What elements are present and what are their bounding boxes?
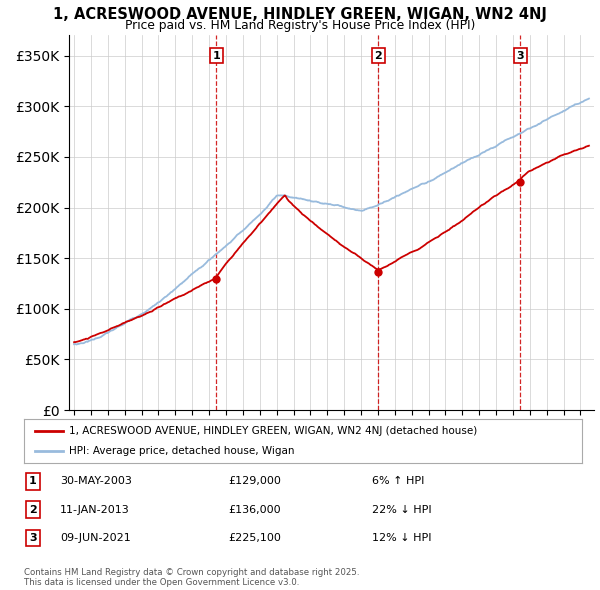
Text: 1, ACRESWOOD AVENUE, HINDLEY GREEN, WIGAN, WN2 4NJ (detached house): 1, ACRESWOOD AVENUE, HINDLEY GREEN, WIGA… [68,427,477,436]
Text: £225,100: £225,100 [228,533,281,543]
Text: 09-JUN-2021: 09-JUN-2021 [60,533,131,543]
Text: 30-MAY-2003: 30-MAY-2003 [60,477,132,486]
Text: 2: 2 [29,505,37,514]
Text: Price paid vs. HM Land Registry's House Price Index (HPI): Price paid vs. HM Land Registry's House … [125,19,475,32]
Text: 1: 1 [29,477,37,486]
Text: 11-JAN-2013: 11-JAN-2013 [60,505,130,514]
Text: 2: 2 [374,51,382,61]
Text: 12% ↓ HPI: 12% ↓ HPI [372,533,431,543]
Text: HPI: Average price, detached house, Wigan: HPI: Average price, detached house, Wiga… [68,446,294,455]
Text: 1, ACRESWOOD AVENUE, HINDLEY GREEN, WIGAN, WN2 4NJ: 1, ACRESWOOD AVENUE, HINDLEY GREEN, WIGA… [53,7,547,22]
Text: 3: 3 [29,533,37,543]
Text: 6% ↑ HPI: 6% ↑ HPI [372,477,424,486]
Text: 22% ↓ HPI: 22% ↓ HPI [372,505,431,514]
Text: £136,000: £136,000 [228,505,281,514]
Text: 3: 3 [517,51,524,61]
Text: 1: 1 [212,51,220,61]
Text: Contains HM Land Registry data © Crown copyright and database right 2025.
This d: Contains HM Land Registry data © Crown c… [24,568,359,587]
Text: £129,000: £129,000 [228,477,281,486]
